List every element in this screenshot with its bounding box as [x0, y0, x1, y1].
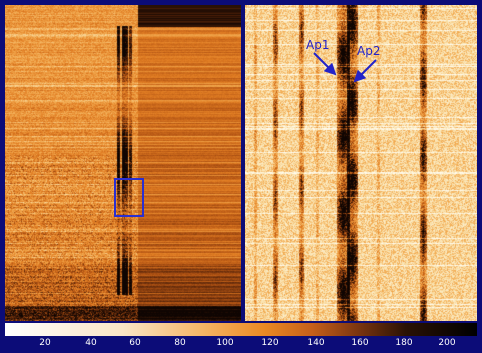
colorbar-tick-label: 20: [39, 338, 51, 348]
zoomed-image-panel: [245, 5, 477, 321]
colorbar-tick-label: 80: [174, 338, 186, 348]
colorbar-tick-label: 60: [129, 338, 141, 348]
colorbar-tick-label: 120: [261, 338, 279, 348]
zoomed-image: [245, 5, 477, 321]
full-frame-image-panel: [5, 5, 241, 321]
ap1-label: Ap1: [306, 38, 330, 52]
colorbar-tick-label: 200: [438, 338, 456, 348]
colorbar: [5, 323, 477, 336]
zoom-region-box: [114, 178, 144, 217]
colorbar-tick-label: 100: [216, 338, 234, 348]
colorbar-tick-label: 40: [85, 338, 97, 348]
full-frame-image: [5, 5, 241, 321]
colorbar-tick-label: 160: [351, 338, 369, 348]
colorbar-tick-label: 140: [307, 338, 325, 348]
colorbar-tick-label: 180: [395, 338, 413, 348]
ap2-label: Ap2: [357, 44, 381, 58]
